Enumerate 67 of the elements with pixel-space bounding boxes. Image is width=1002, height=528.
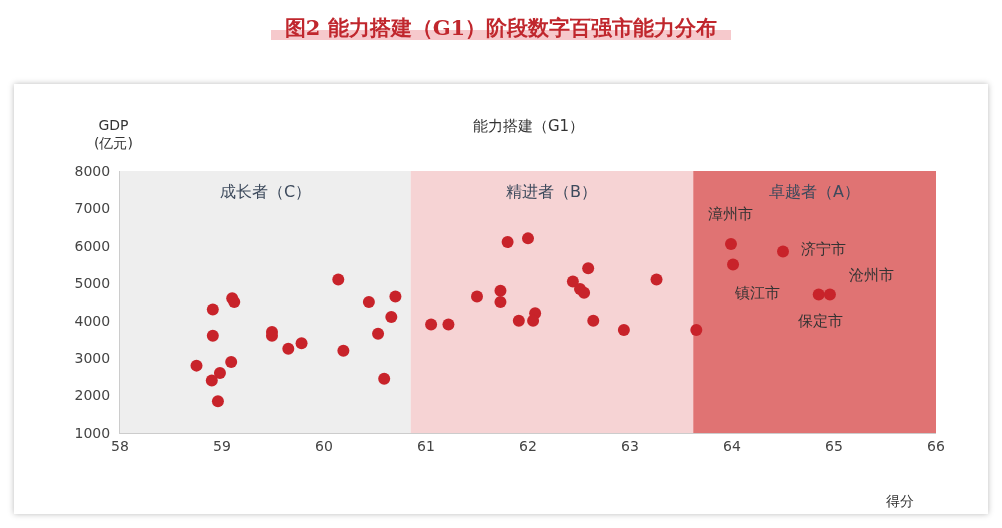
chart-title: 图2 能力搭建（G1）阶段数字百强市能力分布 [270,15,732,40]
y-tick-label: 3000 [74,350,111,367]
annotation: 沧州市 [849,266,894,284]
point [823,288,836,301]
point [494,284,507,297]
point [206,303,219,316]
x-tick-label: 63 [621,437,639,454]
point [527,314,540,327]
point [228,296,241,308]
x-tick-label: 64 [723,437,741,454]
point [777,245,789,258]
band-label: 精进者（B） [506,182,597,201]
point [650,273,663,286]
y-tick-label: 6000 [74,237,111,254]
y-tick-label: 5000 [74,275,111,292]
annotation: 漳州市 [708,205,753,223]
x-tick-label: 62 [519,437,537,454]
point [501,236,514,249]
point [812,288,825,301]
point [425,318,438,331]
point [205,374,218,387]
point [206,329,219,342]
point [190,359,203,372]
point [512,314,525,327]
point [727,258,740,271]
x-tick-label: 65 [825,437,843,454]
point [332,273,345,286]
point [724,237,737,250]
y-tick-label: 8000 [74,162,111,179]
annotation: 济宁市 [801,240,846,258]
x-tick-label: 66 [927,437,945,454]
y-tick-label: 1000 [74,424,111,441]
point [337,344,350,357]
x-tick-label: 59 [213,437,231,454]
point [566,275,579,288]
point [372,327,385,340]
point [385,310,398,323]
y-tick-label: 2000 [74,387,111,404]
chart-subtitle: 能力搭建（G1） [473,117,585,135]
point [225,355,238,368]
point [522,232,534,245]
point [282,342,295,355]
y-tick-label: 4000 [74,312,111,329]
point [211,395,224,408]
x-tick-label: 61 [417,437,435,454]
band-label: 成长者（C） [220,182,312,201]
annotation: 保定市 [798,312,843,330]
x-tick-label: 58 [111,437,129,454]
point [587,314,600,327]
point [362,296,375,308]
band-label: 卓越者（A） [769,182,860,201]
point [471,290,483,303]
point [295,337,308,350]
point [494,296,507,308]
point [378,372,391,385]
y-axis-title: GDP (亿元) [94,117,133,152]
point [582,262,595,275]
point [442,318,455,331]
point [578,286,591,299]
point [389,290,402,303]
x-axis-title: 得分 [886,493,914,509]
point [617,324,630,337]
x-tick-label: 60 [315,437,333,454]
annotation: 镇江市 [734,284,780,302]
point [690,324,703,337]
y-tick-label: 7000 [74,200,111,217]
point [213,367,226,380]
